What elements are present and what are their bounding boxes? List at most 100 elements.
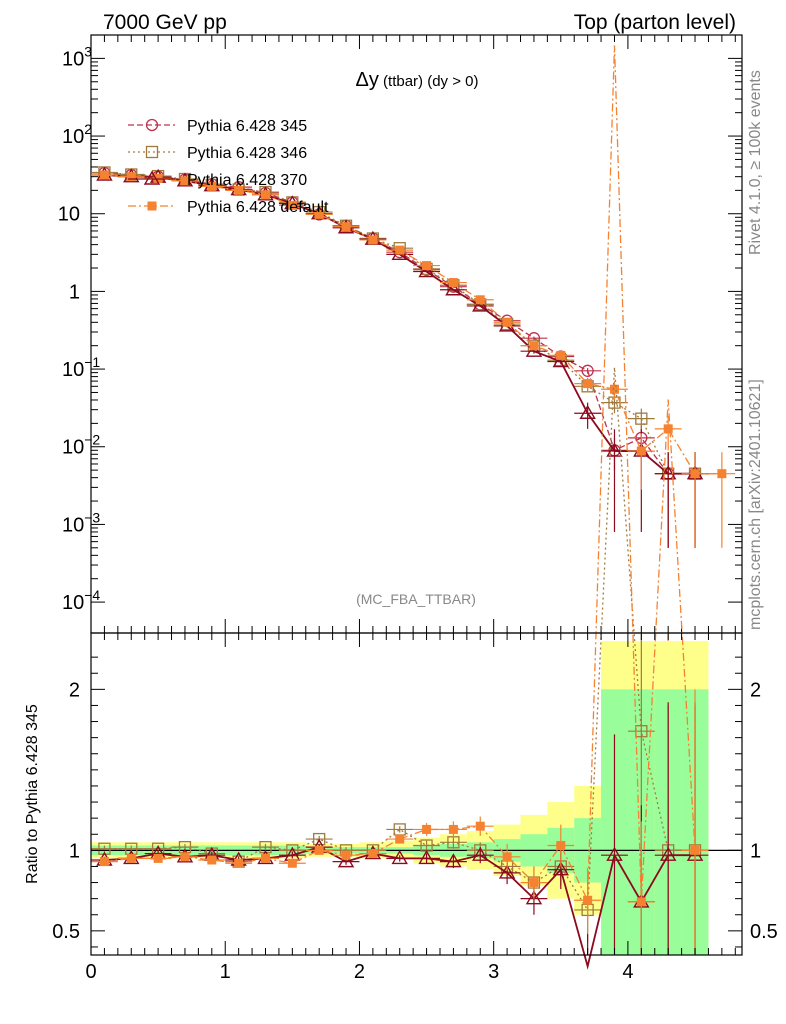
ratio-data-point xyxy=(418,850,435,865)
ratio-ytick-label-right: 2 xyxy=(750,679,761,701)
legend-entry-sdef: Pythia 6.428 default xyxy=(128,199,329,216)
data-point xyxy=(207,181,217,191)
data-point xyxy=(556,350,566,360)
main-ytick-exponent: 2 xyxy=(84,121,92,137)
data-point xyxy=(583,379,593,389)
ratio-axis: 0.5 0.5 1 1 2 2 0 1 2 3 4 xyxy=(52,633,778,983)
ratio-uncertainty-bands xyxy=(91,641,742,955)
data-point xyxy=(609,384,619,394)
data-point xyxy=(395,245,405,255)
ratio-data-point xyxy=(529,878,539,888)
ratio-series-line xyxy=(104,367,696,913)
ratio-data-point xyxy=(314,845,324,855)
mcplots-label: mcplots.cern.ch [arXiv:2401.10621] xyxy=(747,379,764,630)
ratio-ytick-label: 2 xyxy=(69,679,80,701)
ratio-frame xyxy=(90,632,743,956)
main-ytick-label: 10−2 xyxy=(62,432,100,459)
data-point xyxy=(635,412,648,425)
ratio-data-point xyxy=(636,897,646,907)
ratio-ytick-label: 0.5 xyxy=(52,921,80,943)
ratio-panel: 0.5 0.5 1 1 2 2 0 1 2 3 4 Ratio to Pythia 6.428 34… xyxy=(24,45,778,983)
data-point xyxy=(581,364,594,377)
data-point xyxy=(341,222,351,232)
data-point xyxy=(99,170,109,180)
main-ytick-label: 102 xyxy=(62,121,92,148)
main-ytick-exponent: −3 xyxy=(84,509,100,525)
ratio-ylabel: Ratio to Pythia 6.428 345 xyxy=(24,704,41,884)
ratio-data-point xyxy=(126,853,136,863)
ratio-data-point xyxy=(445,853,462,868)
legend-marker xyxy=(145,145,159,159)
ratio-data-point xyxy=(99,857,109,867)
main-ytick-label: 10−3 xyxy=(62,509,100,536)
data-point xyxy=(234,185,244,195)
analysis-tag: (MC_FBA_TTBAR) xyxy=(356,591,476,607)
ratio-data-point xyxy=(472,846,489,861)
series-line xyxy=(104,174,696,475)
ratio-xtick-label: 4 xyxy=(622,961,633,983)
plot-title: Δy (ttbar) (dy > 0) xyxy=(356,69,479,91)
main-ytick-mantissa: 10 xyxy=(62,359,84,381)
ratio-data-point xyxy=(287,858,297,868)
ratio-data-point xyxy=(422,824,432,834)
ratio-data-point xyxy=(690,845,700,855)
legend-marker xyxy=(145,118,159,132)
main-ytick-mantissa: 1 xyxy=(69,281,80,303)
ratio-data-point xyxy=(583,895,593,905)
plot-title-rest: (ttbar) (dy > 0) xyxy=(379,73,479,90)
ratio-data-point xyxy=(207,855,217,865)
series-s346 xyxy=(91,166,709,548)
ratio-data-point xyxy=(153,853,163,863)
data-point xyxy=(717,469,727,479)
data-point xyxy=(636,446,646,456)
data-point xyxy=(260,190,270,200)
data-point xyxy=(445,281,462,296)
main-ytick-exponent: −4 xyxy=(84,587,100,603)
ratio-data-point xyxy=(659,846,677,861)
ratio-data-point xyxy=(606,846,623,861)
ratio-data-point xyxy=(556,841,566,851)
data-point xyxy=(368,235,378,245)
series-sdef xyxy=(91,170,736,548)
ratio-data-point xyxy=(502,852,512,862)
legend-marker xyxy=(147,201,157,211)
ratio-data-point xyxy=(475,821,485,831)
main-ytick-exponent: −2 xyxy=(84,432,100,448)
rivet-version-label: Rivet 4.1.0, ≥ 100k events xyxy=(747,70,764,255)
plot-title-delta: Δy xyxy=(356,69,379,91)
ratio-series-sdef xyxy=(91,45,709,955)
ratio-data-point xyxy=(260,853,270,863)
ratio-xtick-label: 0 xyxy=(85,961,96,983)
data-point xyxy=(422,261,432,271)
main-ytick-label: 1 xyxy=(69,281,80,303)
main-ytick-label: 10−1 xyxy=(62,354,100,381)
ratio-data-point xyxy=(395,834,405,844)
main-ytick-mantissa: 10 xyxy=(62,592,84,614)
ratio-data-point xyxy=(391,850,408,865)
legend-marker xyxy=(143,170,161,185)
legend-entry-s346: Pythia 6.428 346 xyxy=(128,145,307,162)
series-s370 xyxy=(91,166,709,548)
ratio-data-point xyxy=(525,890,543,905)
ratio-ytick-label-right: 0.5 xyxy=(750,921,778,943)
ratio-xtick-label: 2 xyxy=(354,961,365,983)
legend-label: Pythia 6.428 default xyxy=(187,199,329,216)
data-point xyxy=(418,263,435,278)
main-series-group xyxy=(91,166,736,548)
ratio-data-point xyxy=(341,850,351,860)
main-ytick-mantissa: 10 xyxy=(58,204,80,226)
ratio-ytick-label-right: 1 xyxy=(750,840,761,862)
ratio-xtick-label: 1 xyxy=(220,961,231,983)
data-point xyxy=(448,278,458,288)
data-point xyxy=(552,353,570,368)
main-ytick-exponent: −1 xyxy=(84,354,100,370)
main-ytick-label: 103 xyxy=(62,43,92,70)
series-line xyxy=(104,171,696,475)
ratio-xtick-label: 3 xyxy=(488,961,499,983)
legend-entry-s370: Pythia 6.428 370 xyxy=(128,170,307,189)
series-line xyxy=(104,172,696,475)
series-s345 xyxy=(91,166,709,548)
ratio-data-point xyxy=(337,853,355,868)
